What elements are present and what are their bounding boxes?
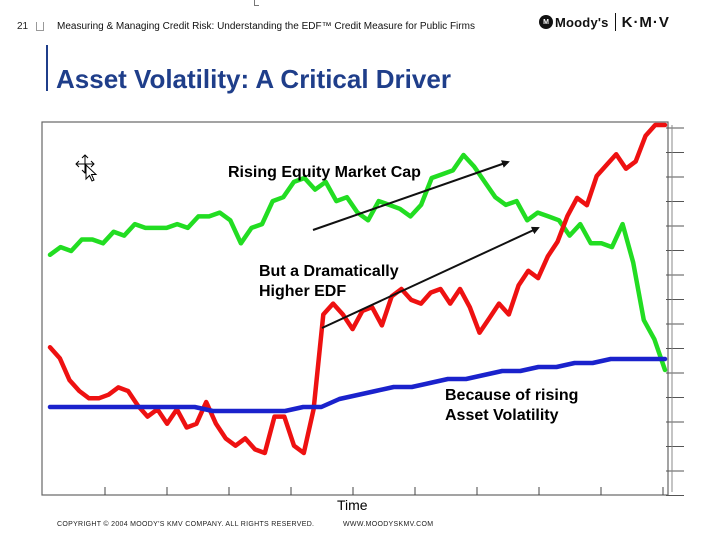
slide-number: 21 [17,21,29,32]
footer-copyright: COPYRIGHT © 2004 MOODY'S KMV COMPANY. AL… [57,521,315,528]
logo-moodys-text: Moody's [555,14,609,30]
move-cursor-icon [75,154,98,182]
plot-frame [41,121,669,496]
arrow-rising-equity [312,160,510,231]
arrow-higher-edf [321,226,540,329]
callout-rising-equity: Rising Equity Market Cap [228,163,421,183]
logo-kmv-text: K·M·V [621,13,670,31]
moodys-kmv-logo: M Moody's K·M·V [539,12,670,32]
slide-header: 21 Measuring & Managing Credit Risk: Und… [0,0,720,45]
callout-higher-edf-line1: But a Dramatically [259,263,399,280]
callout-asset-volatility-line1: Because of rising [445,387,579,404]
callout-higher-edf-line2: Higher EDF [259,283,347,300]
callout-higher-edf: But a Dramatically Higher EDF [259,262,399,302]
top-corner-mark [254,0,259,6]
callout-rising-equity-text: Rising Equity Market Cap [228,164,421,181]
slide-title: Asset Volatility: A Critical Driver [56,64,451,94]
title-accent-bar [46,45,48,91]
header-bracket-mark [36,22,44,31]
logo-divider [614,13,616,31]
footer-website: WWW.MOODYSKMV.COM [343,521,434,528]
presentation-title: Measuring & Managing Credit Risk: Unders… [57,21,475,32]
callout-asset-volatility: Because of rising Asset Volatility [445,386,578,426]
x-axis-label: Time [337,497,368,513]
moodys-seal-icon: M [539,15,553,29]
series-line-2 [47,122,668,456]
series-line-3 [47,356,668,414]
callout-asset-volatility-line2: Asset Volatility [445,407,559,424]
